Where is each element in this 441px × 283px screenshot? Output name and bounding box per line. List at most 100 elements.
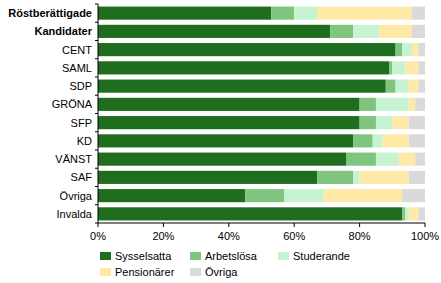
bar-segment bbox=[98, 7, 271, 20]
bar-segment bbox=[386, 80, 396, 93]
bar-segment bbox=[418, 43, 425, 56]
bar-segment bbox=[409, 116, 425, 129]
category-label: SDP bbox=[69, 80, 92, 92]
x-tick-label: 40% bbox=[218, 230, 240, 242]
x-tick bbox=[228, 223, 229, 227]
category-label: Övriga bbox=[60, 190, 93, 202]
bar-segment bbox=[98, 80, 386, 93]
x-tick bbox=[294, 223, 295, 227]
category-label: Invalda bbox=[57, 208, 93, 220]
bar-segment bbox=[284, 189, 323, 202]
bar-segment bbox=[376, 116, 392, 129]
bar-segment bbox=[330, 25, 353, 38]
bar-segment bbox=[392, 61, 405, 74]
category-label: Röstberättigade bbox=[8, 7, 92, 19]
bar-segment bbox=[317, 7, 412, 20]
bar-segment bbox=[409, 98, 416, 111]
category-tick bbox=[95, 113, 98, 114]
bar-segment bbox=[294, 7, 317, 20]
bar-segment bbox=[409, 134, 425, 147]
bar-segment bbox=[418, 80, 425, 93]
bar-segment bbox=[412, 7, 425, 20]
bar-segment bbox=[324, 189, 402, 202]
category-tick bbox=[95, 150, 98, 151]
x-tick-label: 60% bbox=[283, 230, 305, 242]
chart: RöstberättigadeKandidaterCENTSAMLSDPGRÖN… bbox=[0, 0, 441, 283]
bar-segment bbox=[98, 116, 360, 129]
bar-segment bbox=[382, 134, 408, 147]
bar-segment bbox=[98, 134, 353, 147]
bar-segment bbox=[98, 25, 330, 38]
legend-swatch bbox=[190, 268, 201, 276]
bar-segment bbox=[271, 7, 294, 20]
legend-label: Pensionärer bbox=[115, 266, 175, 278]
legend-label: Arbetslösa bbox=[205, 250, 258, 262]
bar-segment bbox=[98, 98, 360, 111]
bar-segment bbox=[98, 61, 389, 74]
bar-segment bbox=[402, 43, 412, 56]
legend-label: Sysselsatta bbox=[115, 250, 172, 262]
x-tick bbox=[425, 223, 426, 227]
category-tick bbox=[95, 186, 98, 187]
bar-segment bbox=[98, 43, 396, 56]
bar-segment bbox=[373, 134, 383, 147]
bar-segment bbox=[353, 25, 379, 38]
bar-segment bbox=[98, 171, 317, 184]
legend-swatch bbox=[190, 252, 201, 260]
category-tick bbox=[95, 22, 98, 23]
legend-label: Studerande bbox=[293, 250, 350, 262]
category-tick bbox=[95, 95, 98, 96]
bar-segment bbox=[396, 43, 403, 56]
bar-segment bbox=[98, 207, 402, 220]
bar-segment bbox=[98, 153, 347, 166]
bar-segment bbox=[418, 207, 425, 220]
bar-segment bbox=[245, 189, 284, 202]
legend-swatch bbox=[100, 252, 111, 260]
bar-segment bbox=[412, 25, 425, 38]
bar-segment bbox=[389, 61, 392, 74]
bar-segment bbox=[409, 80, 419, 93]
x-tick-label: 100% bbox=[411, 230, 439, 242]
bar-segment bbox=[98, 189, 245, 202]
category-tick bbox=[95, 204, 98, 205]
bar-segment bbox=[412, 43, 419, 56]
category-label: Kandidater bbox=[35, 25, 93, 37]
bar-segment bbox=[376, 153, 399, 166]
category-label: KD bbox=[77, 135, 92, 147]
category-label: SAF bbox=[71, 171, 93, 183]
category-label: SFP bbox=[71, 117, 92, 129]
category-tick bbox=[95, 40, 98, 41]
category-label: VÄNST bbox=[55, 153, 92, 165]
bar-segment bbox=[405, 207, 408, 220]
bar-segment bbox=[353, 171, 360, 184]
bar-segment bbox=[405, 61, 418, 74]
x-axis bbox=[98, 223, 425, 224]
category-tick bbox=[95, 4, 98, 5]
category-tick bbox=[95, 58, 98, 59]
x-tick bbox=[359, 223, 360, 227]
category-tick bbox=[95, 131, 98, 132]
bar-segment bbox=[415, 153, 425, 166]
bars bbox=[98, 7, 425, 221]
bar-segment bbox=[360, 171, 409, 184]
x-tick-label: 0% bbox=[90, 230, 106, 242]
legend-swatch bbox=[100, 268, 111, 276]
bar-segment bbox=[399, 153, 415, 166]
category-tick bbox=[95, 77, 98, 78]
x-tick-label: 80% bbox=[349, 230, 371, 242]
bar-segment bbox=[396, 80, 409, 93]
bar-segment bbox=[353, 134, 373, 147]
legend-swatch bbox=[278, 252, 289, 260]
bar-segment bbox=[360, 98, 376, 111]
bar-segment bbox=[402, 207, 405, 220]
category-tick bbox=[95, 168, 98, 169]
category-label: GRÖNA bbox=[52, 98, 93, 110]
bar-segment bbox=[418, 61, 425, 74]
bar-segment bbox=[409, 171, 425, 184]
x-tick-label: 20% bbox=[152, 230, 174, 242]
bar-segment bbox=[402, 189, 425, 202]
bar-segment bbox=[415, 98, 425, 111]
bar-segment bbox=[379, 25, 412, 38]
x-tick bbox=[98, 223, 99, 227]
category-label: CENT bbox=[62, 44, 92, 56]
